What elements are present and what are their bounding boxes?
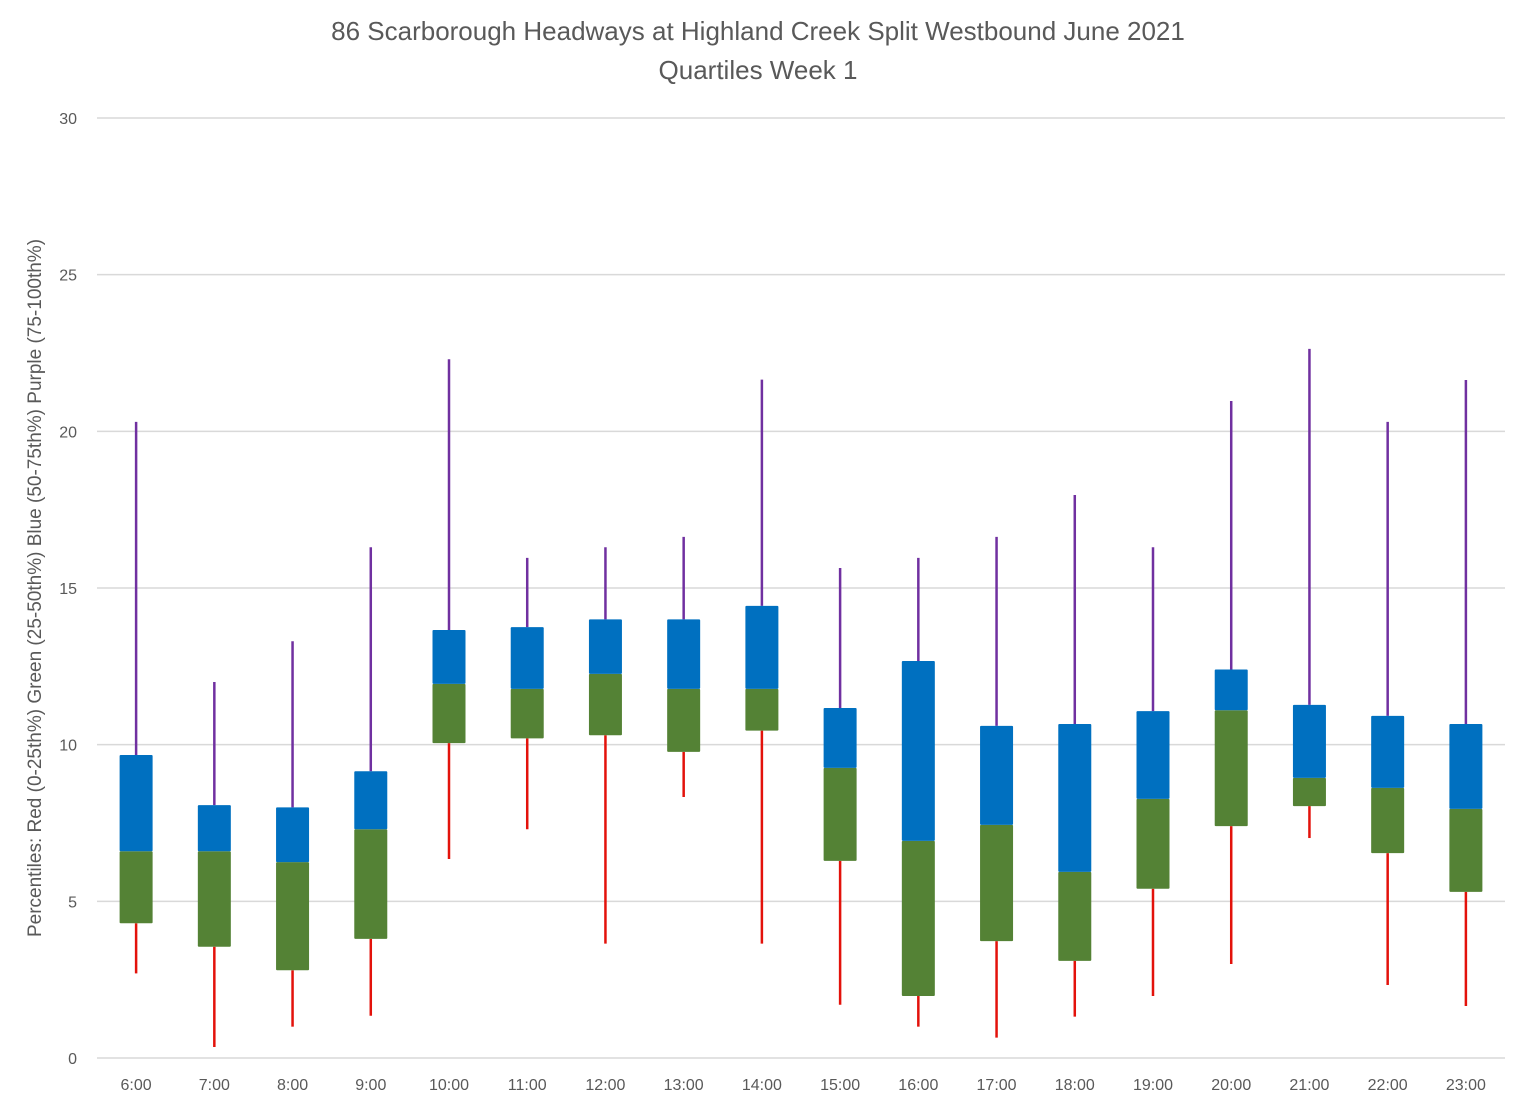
upper-box [432,629,466,684]
lower-box [354,829,388,939]
upper-box [119,755,153,852]
y-tick-label: 5 [68,894,77,911]
x-tick-label: 23:00 [1446,1077,1486,1094]
x-tick-label: 12:00 [585,1077,625,1094]
lower-box [1136,798,1170,889]
upper-box [588,619,622,674]
box-1600 [901,557,935,1027]
chart-subtitle: Quartiles Week 1 [658,55,858,85]
box-1200 [588,547,622,944]
upper-box [276,807,310,863]
lower-box [197,851,231,947]
x-tick-label: 14:00 [742,1077,782,1094]
y-tick-label: 25 [59,268,77,285]
x-tick-label: 17:00 [977,1077,1017,1094]
box-1100 [510,557,544,830]
lower-box [510,688,544,739]
y-tick-label: 20 [59,424,77,441]
x-tick-label: 21:00 [1289,1077,1329,1094]
lower-box [901,840,935,996]
y-tick-label: 15 [59,581,77,598]
upper-box [354,771,388,830]
box-1900 [1136,547,1170,996]
box-700 [197,682,231,1048]
box-2100 [1292,348,1326,839]
x-axis-ticks: 6:00 7:00 8:00 9:00 10:00 11:00 12:00 13:00 14:0… [121,1077,1486,1094]
y-axis-ticks: 0 5 10 15 20 25 30 [59,111,77,1068]
x-tick-label: 20:00 [1211,1077,1251,1094]
box-2300 [1449,379,1483,1006]
upper-box [745,605,779,689]
lower-box [823,767,857,861]
lower-box [1058,871,1092,961]
lower-box [588,673,622,736]
upper-box [823,708,857,768]
box-600 [119,421,153,974]
box-1400 [745,379,779,944]
box-1700 [980,536,1014,1038]
upper-box [901,661,935,841]
x-tick-label: 13:00 [664,1077,704,1094]
box-marks [119,348,1483,1048]
upper-box [1292,704,1326,778]
lower-box [276,862,310,971]
x-tick-label: 7:00 [199,1077,230,1094]
x-tick-label: 22:00 [1368,1077,1408,1094]
box-2200 [1371,421,1405,985]
box-1500 [823,567,857,1005]
box-1000 [432,359,466,860]
box-1800 [1058,494,1092,1017]
box-1300 [667,536,701,797]
y-tick-label: 10 [59,738,77,755]
x-tick-label: 15:00 [820,1077,860,1094]
upper-box [667,619,701,689]
y-tick-label: 30 [59,111,77,128]
x-tick-label: 10:00 [429,1077,469,1094]
x-tick-label: 16:00 [898,1077,938,1094]
lower-box [119,851,153,924]
lower-box [1214,710,1248,827]
gridlines [97,117,1505,1059]
x-tick-label: 11:00 [508,1077,547,1094]
chart-title: 86 Scarborough Headways at Highland Cree… [331,16,1185,46]
lower-box [1449,808,1483,892]
x-tick-label: 18:00 [1055,1077,1095,1094]
lower-box [432,683,466,744]
upper-box [1058,723,1092,872]
box-900 [354,547,388,1016]
upper-box [1214,669,1248,711]
lower-box [1292,777,1326,807]
upper-box [1136,711,1170,799]
upper-box [1371,715,1405,788]
lower-box [1371,787,1405,854]
x-tick-label: 8:00 [277,1077,308,1094]
box-2000 [1214,400,1248,964]
lower-box [667,688,701,752]
upper-box [510,627,544,689]
y-tick-label: 0 [68,1051,77,1068]
upper-box [1449,723,1483,809]
upper-box [980,725,1014,825]
x-tick-label: 9:00 [355,1077,386,1094]
lower-box [745,688,779,731]
x-tick-label: 6:00 [121,1077,152,1094]
box-800 [276,641,310,1027]
upper-box [197,805,231,852]
x-tick-label: 19:00 [1133,1077,1173,1094]
lower-box [980,824,1014,942]
